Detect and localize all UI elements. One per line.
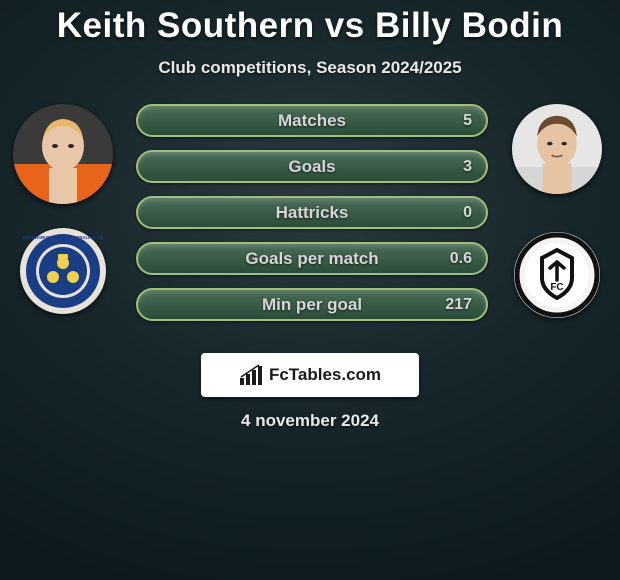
stat-value-right: 0.6 [450,250,472,268]
stat-bar: Goals per match 0.6 [136,242,488,275]
stat-bar: Hattricks 0 [136,196,488,229]
stat-bar: Matches 5 [136,104,488,137]
stat-value-right: 217 [445,296,472,314]
player-photo-right [512,104,602,194]
stat-bar: Goals 3 [136,150,488,183]
stat-label: Goals [288,157,335,177]
stat-bar: Min per goal 217 [136,288,488,321]
club-badge-left: SHREWSBURY TOWN FOOTBALL CLUB [20,228,106,314]
stat-label: Min per goal [262,295,362,315]
subtitle: Club competitions, Season 2024/2025 [0,58,620,78]
stat-bars: Matches 5 Goals 3 Hattricks 0 Goals per … [118,104,502,321]
columns: SHREWSBURY TOWN FOOTBALL CLUB Matches 5 … [0,104,620,321]
svg-text:FC: FC [550,282,563,293]
stat-label: Goals per match [245,249,378,269]
infographic: Keith Southern vs Billy Bodin Club compe… [0,0,620,580]
player-photo-left [13,104,113,204]
brand-box: FcTables.com [201,353,419,397]
svg-text:SHREWSBURY TOWN FOOTBALL CLUB: SHREWSBURY TOWN FOOTBALL CLUB [23,235,104,240]
stat-label: Hattricks [276,203,349,223]
stat-value-right: 5 [463,112,472,130]
left-side: SHREWSBURY TOWN FOOTBALL CLUB [8,104,118,314]
date: 4 november 2024 [0,411,620,431]
brand-text: FcTables.com [269,365,381,385]
club-badge-right: FC [514,232,600,318]
stat-value-right: 3 [463,158,472,176]
stat-value-right: 0 [463,204,472,222]
brand-icon [239,364,265,386]
page-title: Keith Southern vs Billy Bodin [0,0,620,46]
stat-label: Matches [278,111,346,131]
right-side: FC [502,104,612,318]
